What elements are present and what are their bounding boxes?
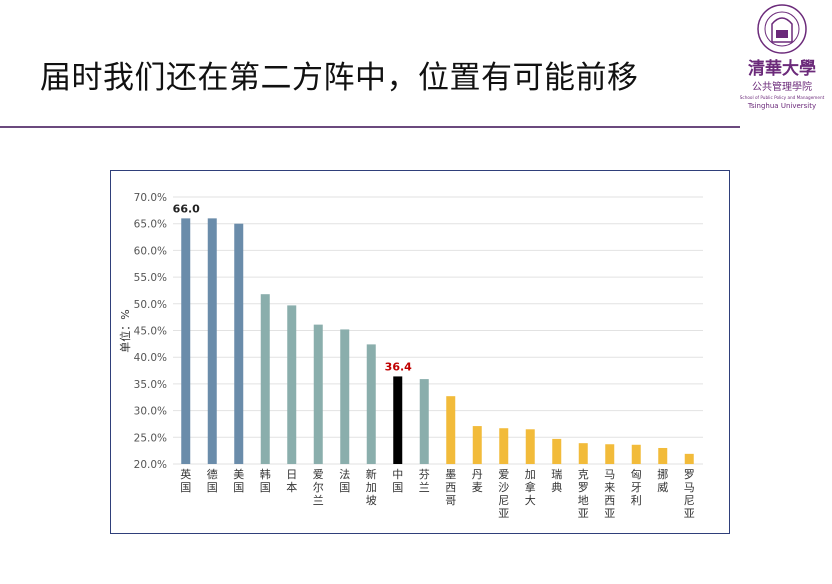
tsinghua-logo: 清華大學 公共管理學院 School of Public Policy and … — [740, 4, 825, 110]
svg-text:Tsinghua University: Tsinghua University — [747, 102, 816, 110]
x-tick-label: 芬兰 — [419, 468, 430, 494]
y-tick-label: 35.0% — [134, 379, 167, 391]
x-tick-label: 加拿大 — [525, 468, 536, 507]
bar-爱尔兰 — [313, 324, 323, 464]
y-axis-label: 单位：% — [118, 309, 132, 352]
bar-丹麦 — [472, 426, 482, 464]
bar-克罗地亚 — [578, 443, 588, 464]
x-tick-label: 法国 — [339, 467, 350, 494]
y-tick-label: 65.0% — [134, 219, 167, 231]
bar-爱沙尼亚 — [499, 428, 509, 464]
x-tick-label: 中国 — [392, 468, 403, 494]
x-tick-label: 爱尔兰 — [313, 468, 324, 507]
bar-罗马尼亚 — [684, 453, 694, 464]
svg-text:公共管理學院: 公共管理學院 — [752, 80, 812, 93]
x-tick-label: 英国 — [180, 467, 191, 494]
data-label: 66.0 — [173, 202, 200, 215]
x-tick-label: 匈牙利 — [631, 467, 642, 507]
bar-瑞典 — [552, 438, 562, 464]
x-tick-label: 墨西哥 — [445, 468, 456, 507]
y-tick-label: 50.0% — [134, 299, 167, 311]
y-tick-label: 25.0% — [134, 432, 167, 444]
y-tick-label: 70.0% — [134, 192, 167, 204]
bar-日本 — [287, 305, 297, 464]
svg-text:清華大學: 清華大學 — [748, 58, 816, 79]
y-tick-label: 55.0% — [134, 272, 167, 284]
bar-韩国 — [260, 294, 270, 464]
y-tick-label: 20.0% — [134, 459, 167, 471]
bar-法国 — [340, 329, 350, 464]
bar-新加坡 — [366, 344, 376, 464]
x-tick-label: 瑞典 — [551, 467, 562, 494]
bar-中国 — [393, 376, 403, 464]
x-tick-label: 美国 — [233, 468, 244, 494]
svg-text:School of Public Policy and Ma: School of Public Policy and Management — [740, 95, 825, 100]
slide-title: 届时我们还在第二方阵中，位置有可能前移 — [40, 60, 639, 96]
title-divider — [0, 126, 740, 128]
chart-frame: 20.0% 25.0% 30.0% 35.0% 40.0% 45.0% 50.0% 55.0%… — [110, 170, 730, 534]
bar-墨西哥 — [446, 396, 456, 464]
x-tick-label: 德国 — [207, 467, 218, 494]
x-tick-label: 克罗地亚 — [578, 468, 589, 520]
x-tick-label: 韩国 — [260, 467, 271, 494]
x-tick-label: 罗马尼亚 — [684, 468, 695, 520]
bar-芬兰 — [419, 379, 429, 464]
bar-chart: 20.0% 25.0% 30.0% 35.0% 40.0% 45.0% 50.0% 55.0%… — [118, 192, 703, 520]
x-tick-label: 爱沙尼亚 — [498, 468, 509, 520]
bar-匈牙利 — [631, 444, 641, 464]
bar-英国 — [181, 218, 191, 464]
x-tick-label: 新加坡 — [366, 467, 377, 507]
bar-马来西亚 — [605, 444, 615, 464]
data-label: 36.4 — [385, 360, 412, 373]
x-tick-label: 日本 — [286, 468, 297, 494]
bar-美国 — [234, 223, 244, 464]
x-tick-label: 马来西亚 — [604, 468, 615, 520]
y-tick-label: 40.0% — [134, 352, 167, 364]
x-tick-label: 丹麦 — [472, 468, 483, 494]
y-tick-label: 60.0% — [134, 245, 167, 257]
y-tick-label: 45.0% — [134, 326, 167, 338]
bar-德国 — [207, 218, 217, 464]
y-tick-label: 30.0% — [134, 406, 167, 418]
x-tick-label: 挪威 — [657, 467, 668, 494]
bar-挪威 — [658, 447, 668, 464]
bar-加拿大 — [525, 429, 535, 464]
